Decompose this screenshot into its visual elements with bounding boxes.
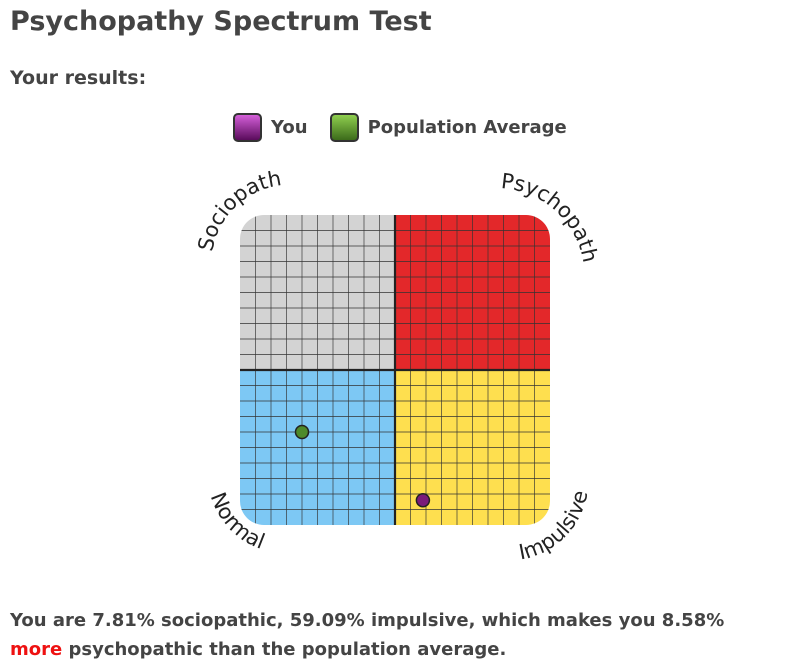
data-point-you	[415, 492, 431, 508]
legend-label-you: You	[271, 117, 308, 138]
data-point-population-average	[294, 424, 310, 440]
quadrant-chart: Sociopath Psychopath Normal Impulsive	[194, 166, 603, 564]
result-text-after: psychopathic than the population average…	[62, 639, 507, 660]
legend-item-population-average: Population Average	[329, 113, 567, 142]
result-text-before: You are 7.81% sociopathic, 59.09% impuls…	[10, 610, 725, 631]
legend-item-you: You	[233, 113, 308, 142]
data-points	[294, 424, 431, 508]
plot-area	[240, 215, 550, 525]
chart-legend: You Population Average	[233, 113, 589, 142]
result-text-highlight: more	[10, 639, 63, 660]
legend-swatch-population-average	[329, 113, 359, 142]
result-summary: You are 7.81% sociopathic, 59.09% impuls…	[10, 606, 770, 664]
legend-swatch-you	[233, 113, 262, 142]
page-title: Psychopathy Spectrum Test	[10, 6, 432, 37]
legend-label-population-average: Population Average	[367, 117, 567, 138]
results-heading: Your results:	[10, 67, 147, 89]
